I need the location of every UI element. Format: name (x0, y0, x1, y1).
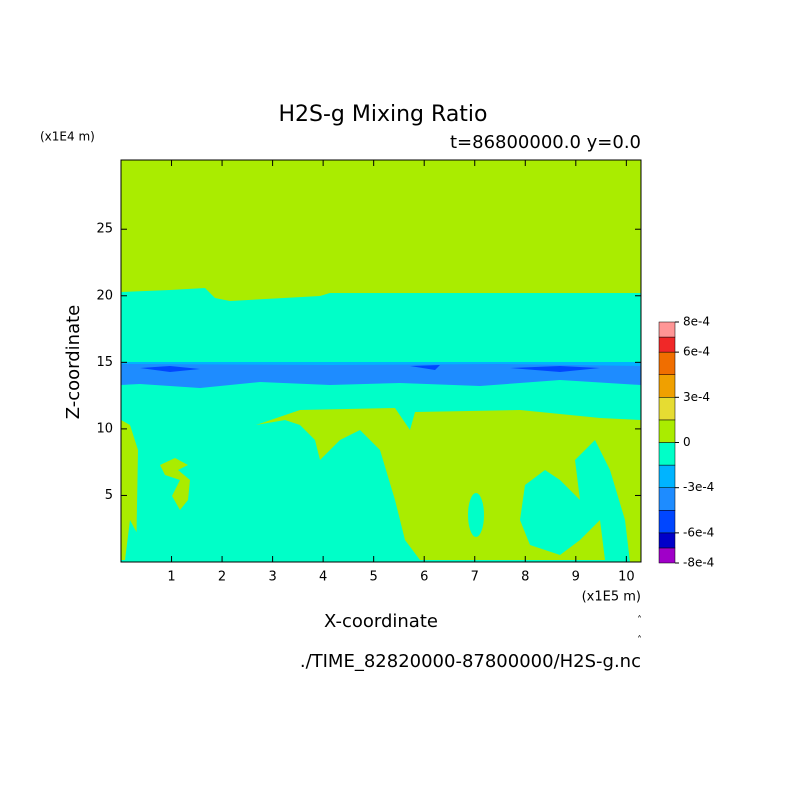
y-tick-label: 5 (105, 488, 113, 503)
x-tick-label: 5 (370, 570, 378, 585)
colorbar-label: -6e-4 (683, 525, 714, 539)
colorbar-bin (658, 510, 676, 534)
marker: ˄ (637, 614, 642, 626)
field-region (256, 408, 641, 562)
field-region (121, 362, 641, 366)
field-region (121, 362, 641, 388)
field-region (121, 420, 138, 560)
colorbar-bin (658, 321, 676, 338)
contour-field (121, 160, 641, 562)
colorbar-bin (658, 336, 676, 353)
x-tick-label: 10 (618, 570, 635, 585)
x-tick-label: 1 (167, 570, 175, 585)
y-tick-label: 15 (96, 355, 113, 370)
colorbar-label: 0 (683, 435, 691, 449)
field-region (540, 480, 585, 530)
y-tick-label: 20 (96, 288, 113, 303)
field-region (140, 365, 600, 372)
x-tick-label: 7 (471, 570, 479, 585)
footer: ./TIME_82820000-87800000/H2S-g.nc (300, 651, 641, 672)
chart-title: H2S-g Mixing Ratio (278, 102, 487, 127)
field-region (125, 520, 140, 560)
x-tick-label: 6 (420, 570, 428, 585)
x-tick-label: 3 (268, 570, 276, 585)
x-tick-label: 2 (218, 570, 226, 585)
plot-frame (120, 159, 642, 563)
x-unit: (x1E5 m) (582, 590, 641, 605)
x-tick-label: 8 (521, 570, 529, 585)
x-tick-label: 9 (572, 570, 580, 585)
colorbar-label: -3e-4 (683, 480, 714, 494)
marker: ˄ (637, 634, 642, 646)
colorbar-label: -8e-4 (683, 556, 714, 570)
colorbar-label: 6e-4 (683, 345, 710, 359)
colorbar-bin (658, 374, 676, 398)
y-tick-label: 10 (96, 421, 113, 436)
field-region (160, 458, 190, 510)
y-axis-label: Z-coordinate (63, 305, 84, 420)
colorbar-bin (658, 419, 676, 443)
colorbar-bin (658, 397, 676, 421)
colorbar-label: 8e-4 (683, 315, 710, 329)
x-axis-label: X-coordinate (324, 611, 438, 632)
chart-subtitle: t=86800000.0 y=0.0 (450, 132, 641, 153)
colorbar-bin (658, 547, 676, 564)
colorbar-bin (658, 464, 676, 488)
colorbar-bin (658, 487, 676, 511)
field-region (468, 493, 484, 537)
colorbar-label: 3e-4 (683, 390, 710, 404)
x-tick-label: 4 (319, 570, 327, 585)
y-unit: (x1E4 m) (40, 130, 95, 144)
colorbar-bin (658, 532, 676, 549)
colorbar-bin (658, 351, 676, 375)
y-tick-label: 25 (96, 222, 113, 237)
colorbar-bin (658, 442, 676, 466)
